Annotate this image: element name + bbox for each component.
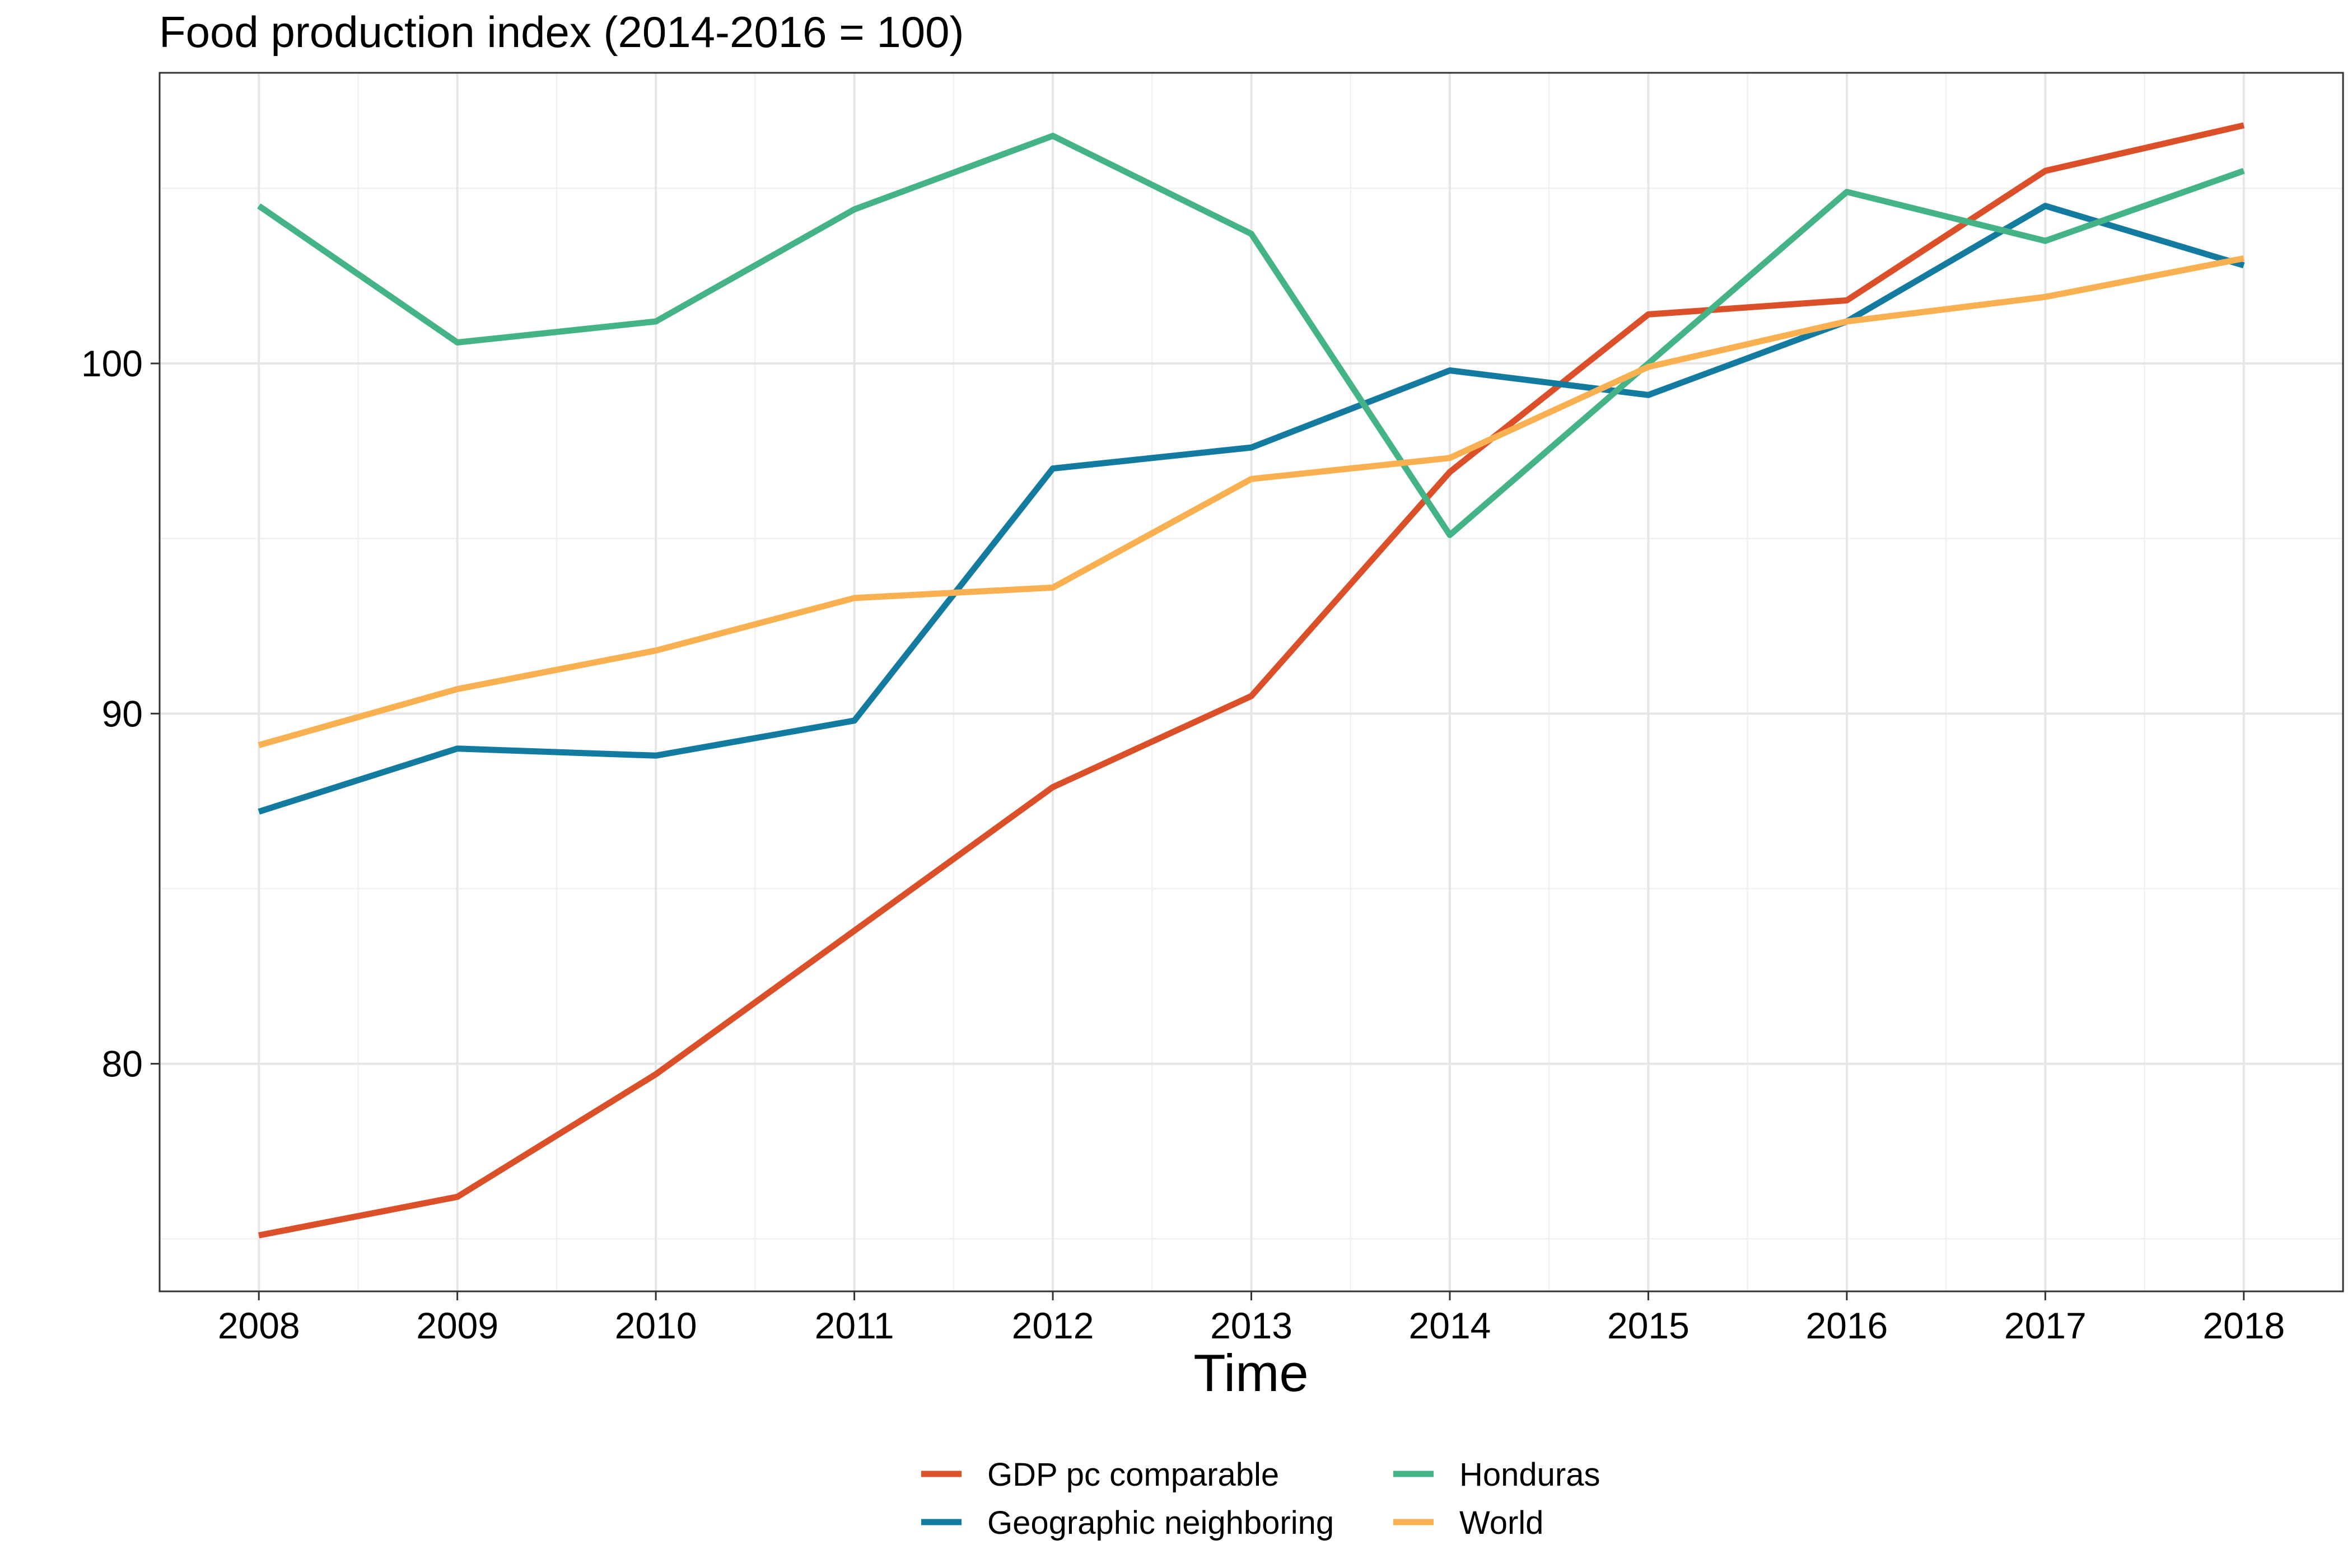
- legend-item: GDP pc comparable: [921, 1457, 1279, 1493]
- x-tick-label: 2015: [1607, 1305, 1690, 1346]
- x-tick-label: 2017: [2004, 1305, 2087, 1346]
- y-tick-label: 90: [102, 693, 143, 734]
- x-axis-title: Time: [1193, 1343, 1308, 1402]
- grid: [160, 73, 2343, 1291]
- x-tick-label: 2011: [815, 1305, 894, 1346]
- legend-label: Geographic neighboring: [987, 1505, 1334, 1541]
- x-tick-label: 2014: [1409, 1305, 1491, 1346]
- x-tick-label: 2013: [1210, 1305, 1292, 1346]
- series-line-honduras: [257, 133, 2245, 538]
- x-tick-label: 2012: [1012, 1305, 1094, 1346]
- legend-item: Honduras: [1393, 1457, 1600, 1493]
- series-lines: [257, 122, 2245, 1239]
- y-tick-label: 80: [102, 1043, 143, 1085]
- x-tick-label: 2009: [416, 1305, 498, 1346]
- legend: GDP pc comparable Geographic neighboring H…: [921, 1457, 1600, 1541]
- series-line-geographic-neighboring: [258, 203, 2245, 815]
- legend-label: GDP pc comparable: [987, 1457, 1279, 1493]
- legend-item: World: [1393, 1505, 1543, 1541]
- axes: 2008 2009 2010 2011 2012 2013 2014 2015 2016 2017…: [81, 343, 2285, 1346]
- legend-label: World: [1459, 1505, 1543, 1541]
- legend-label: Honduras: [1459, 1457, 1600, 1493]
- chart-title: Food production index (2014-2016 = 100): [159, 7, 964, 57]
- series-line-world: [258, 255, 2244, 748]
- x-tick-label: 2016: [1805, 1305, 1888, 1346]
- x-tick-label: 2018: [2202, 1305, 2285, 1346]
- legend-item: Geographic neighboring: [921, 1505, 1334, 1541]
- series-line-gdp-pc-comparable: [258, 122, 2245, 1239]
- x-tick-label: 2010: [615, 1305, 697, 1346]
- y-tick-label: 100: [81, 343, 143, 384]
- x-tick-label: 2008: [218, 1305, 300, 1346]
